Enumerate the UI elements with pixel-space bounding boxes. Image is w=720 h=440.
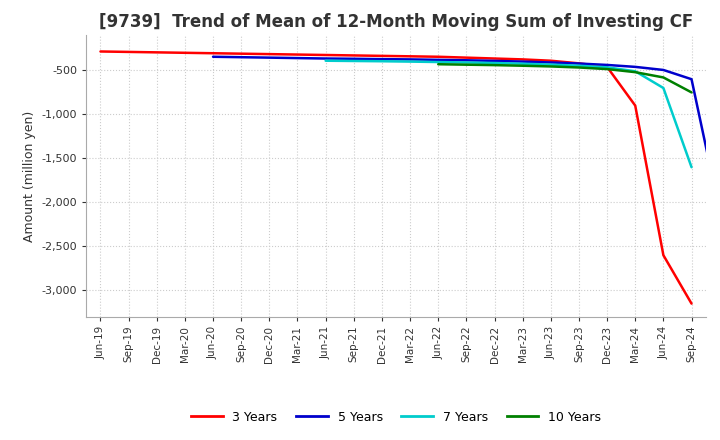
Legend: 3 Years, 5 Years, 7 Years, 10 Years: 3 Years, 5 Years, 7 Years, 10 Years [186,406,606,429]
Y-axis label: Amount (million yen): Amount (million yen) [23,110,36,242]
Title: [9739]  Trend of Mean of 12-Month Moving Sum of Investing CF: [9739] Trend of Mean of 12-Month Moving … [99,13,693,31]
